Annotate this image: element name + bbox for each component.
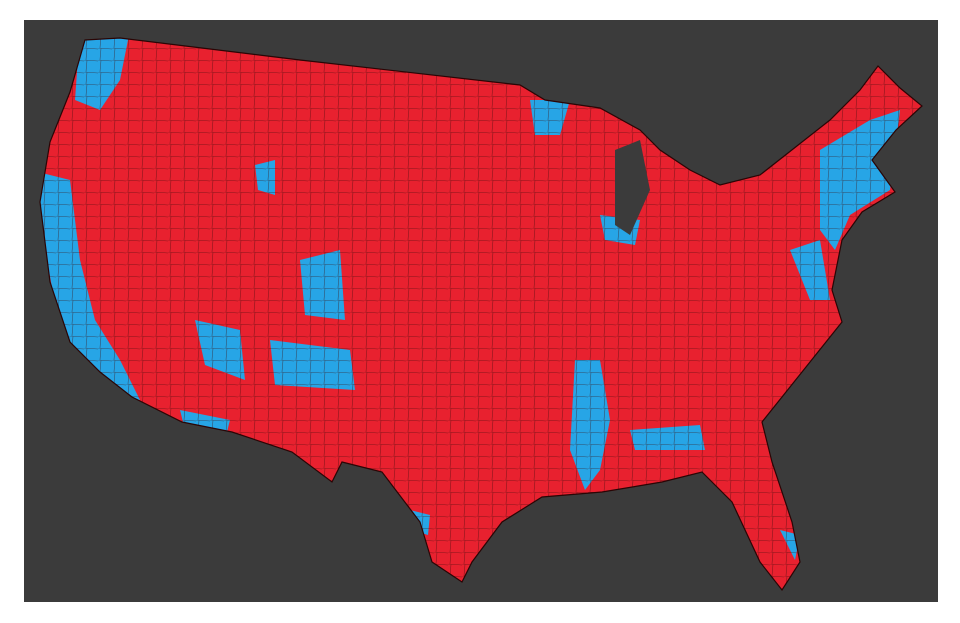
lake-michigan bbox=[615, 140, 650, 235]
us-outline bbox=[39, 37, 923, 592]
